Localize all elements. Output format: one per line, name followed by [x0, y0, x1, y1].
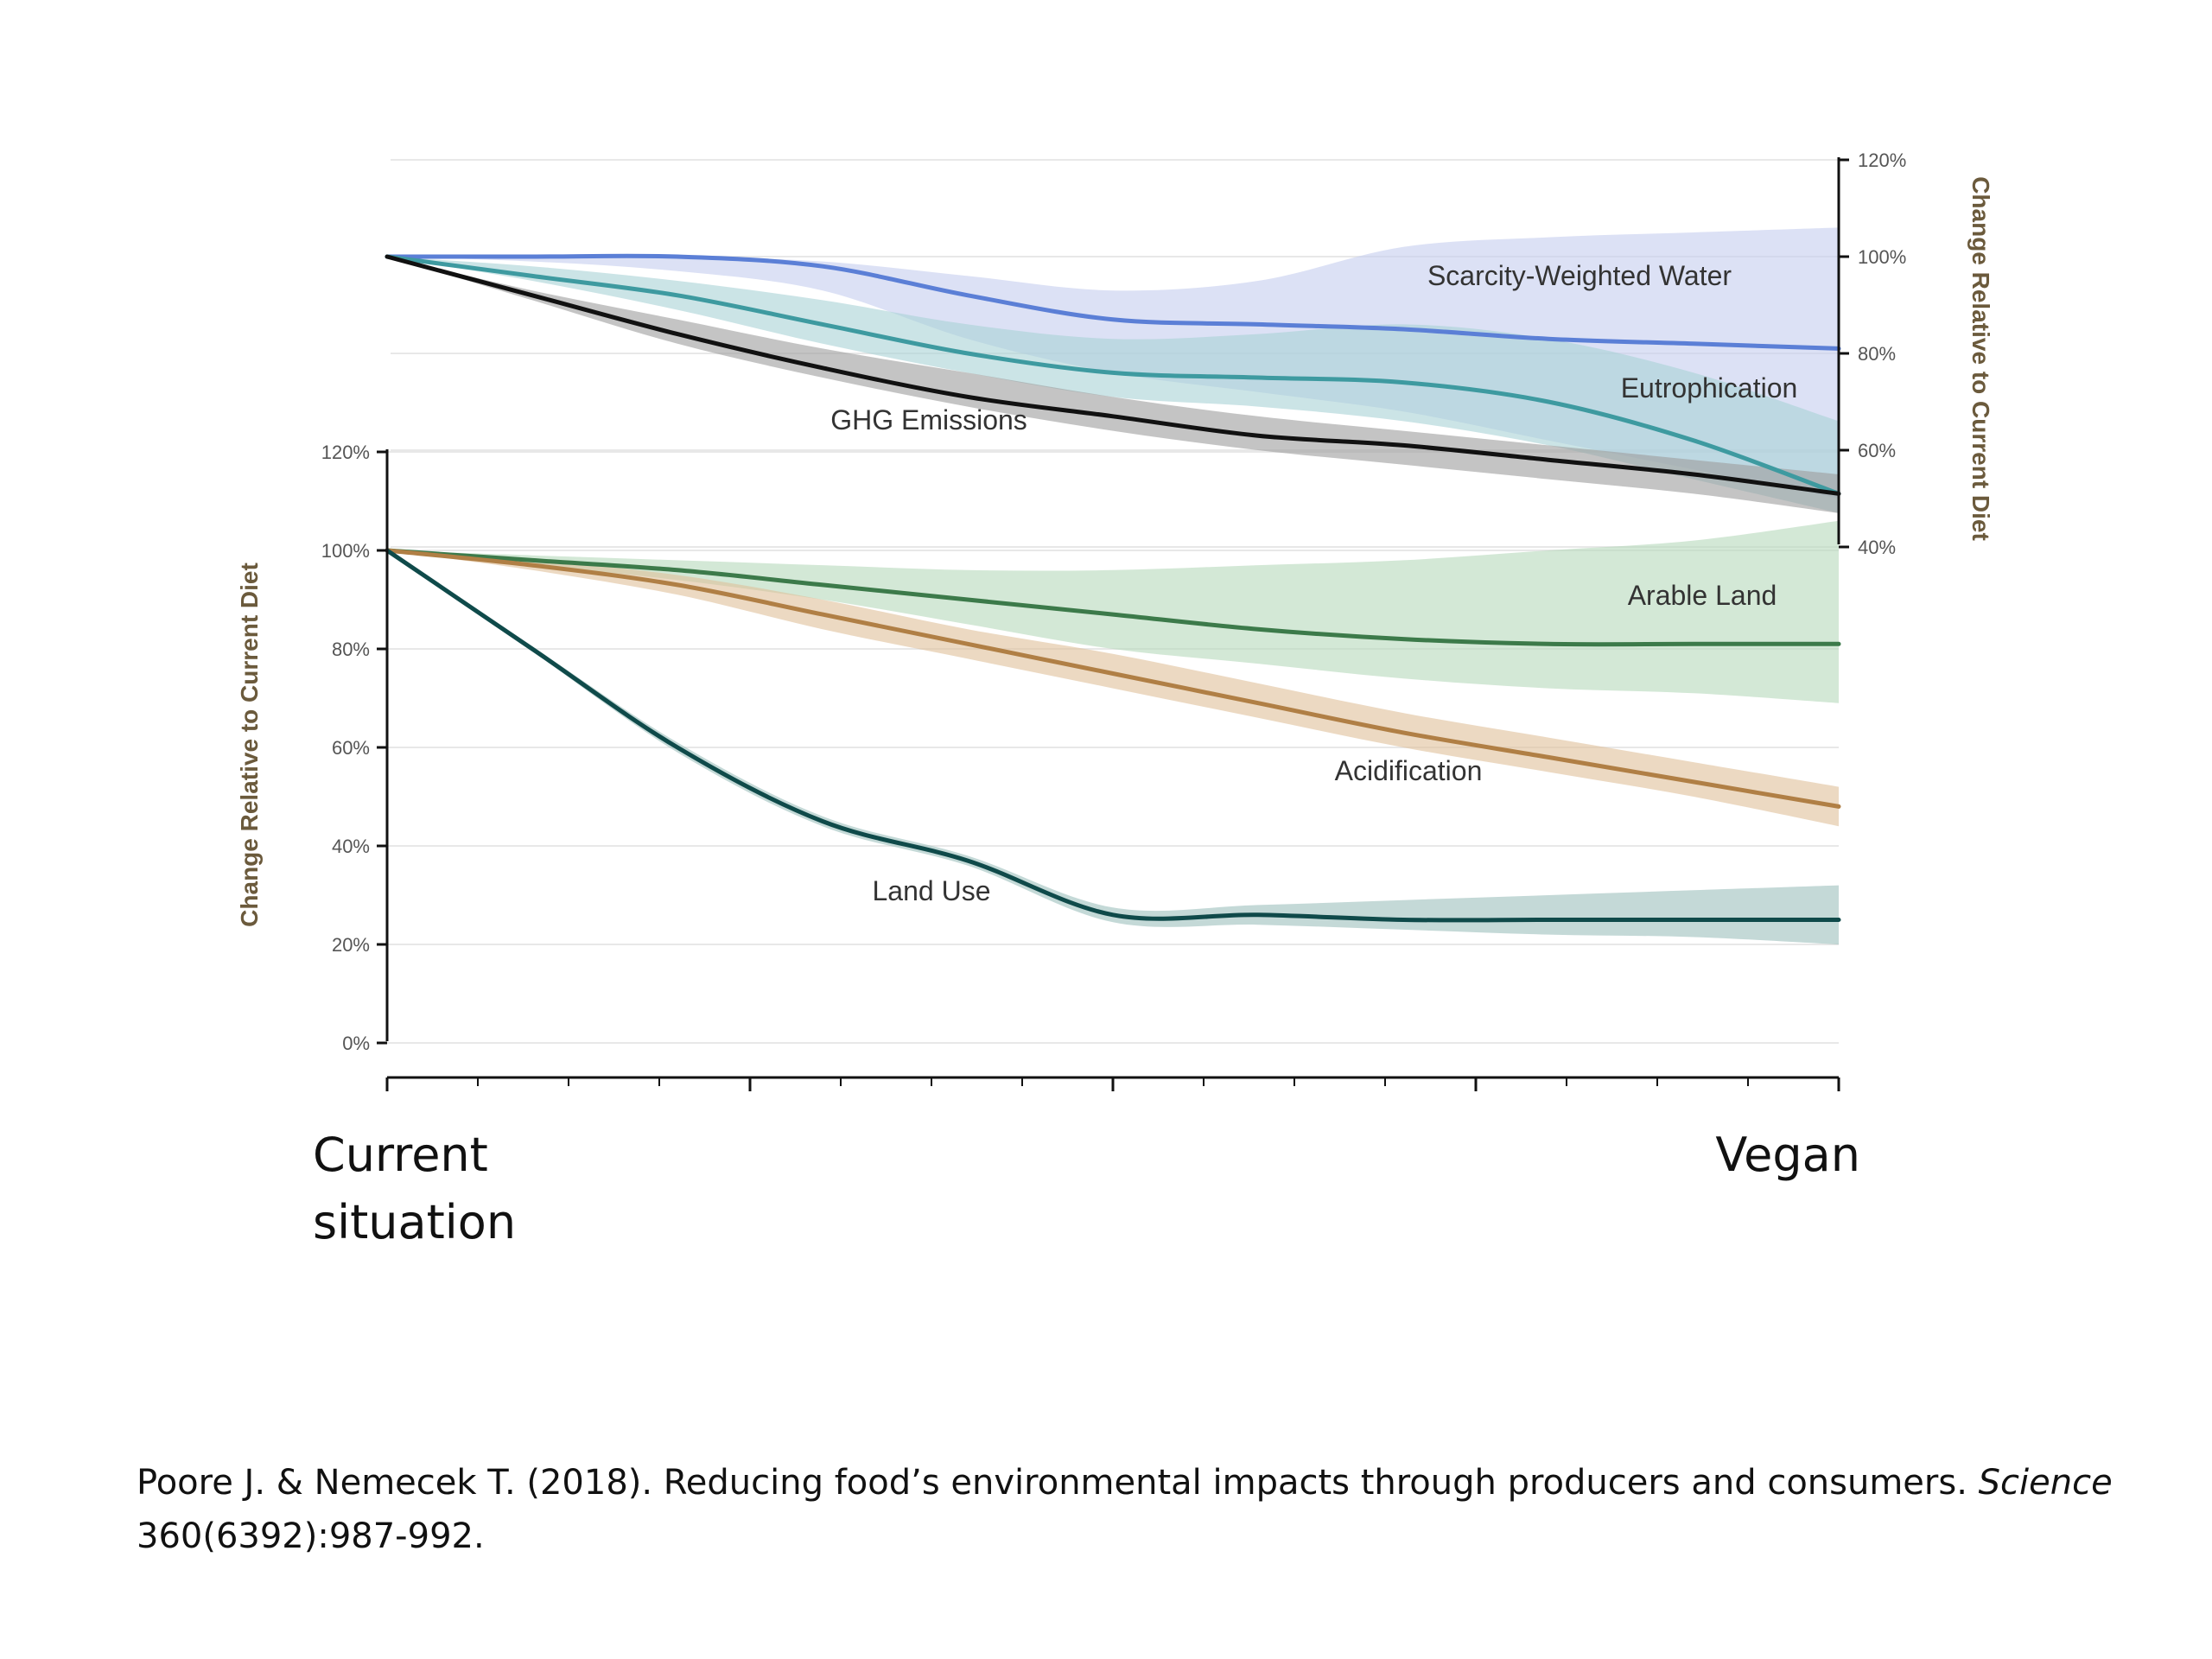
series-labels: Scarcity-Weighted Water Eutrophication GHG…: [830, 260, 1797, 906]
y-tick-label: 60%: [332, 737, 370, 759]
uncertainty-bands: [387, 227, 1839, 944]
y-tick-label: 120%: [1858, 149, 1906, 171]
y-tick-label: 0%: [342, 1033, 370, 1054]
x-start-label-line-2: situation: [313, 1195, 516, 1249]
citation-journal: Science: [1978, 1463, 2113, 1503]
y-tick-label: 40%: [1858, 537, 1896, 558]
top-y-axis-title: Change Relative to Current Diet: [1967, 176, 1994, 541]
x-start-label: Current situation: [313, 1128, 516, 1249]
y-tick-label: 20%: [332, 934, 370, 956]
x-end-label: Vegan: [1715, 1128, 1860, 1182]
ticks: 120% 100% 80% 60% 40% 120% 100% 80% 60% 40% 20% 0%: [321, 149, 1906, 1091]
series-line: [385, 254, 1841, 496]
series-label: GHG Emissions: [830, 404, 1027, 435]
y-tick-label: 100%: [1858, 246, 1906, 268]
series-band: [387, 257, 1839, 513]
series-label: Acidification: [1335, 755, 1483, 786]
citation-text: Poore J. & Nemecek T. (2018). Reducing f…: [137, 1463, 1979, 1503]
y-tick-label: 100%: [321, 540, 370, 562]
citation-volume: 360(6392):987-992.: [137, 1516, 485, 1556]
series-band: [387, 257, 1839, 513]
series-label: Arable Land: [1628, 580, 1777, 611]
y-tick-label: 80%: [332, 639, 370, 660]
series-line: [385, 548, 1841, 923]
series-label: Eutrophication: [1621, 372, 1798, 404]
bottom-y-axis-title: Change Relative to Current Diet: [236, 563, 263, 927]
series-line: [385, 548, 1841, 809]
series-line: [385, 253, 1841, 351]
y-tick-label: 60%: [1858, 440, 1896, 461]
series-label: Land Use: [873, 875, 991, 906]
series-line: [385, 548, 1841, 647]
series-band: [387, 550, 1839, 827]
series-lines: [385, 253, 1841, 923]
y-tick-label: 80%: [1858, 343, 1896, 365]
series-line: [385, 254, 1841, 496]
x-start-label-line-1: Current: [313, 1128, 488, 1182]
y-tick-label: 40%: [332, 836, 370, 857]
y-tick-label: 120%: [321, 442, 370, 463]
series-label: Scarcity-Weighted Water: [1427, 260, 1732, 291]
series-band: [387, 520, 1839, 703]
citation: Poore J. & Nemecek T. (2018). Reducing f…: [137, 1456, 2124, 1563]
